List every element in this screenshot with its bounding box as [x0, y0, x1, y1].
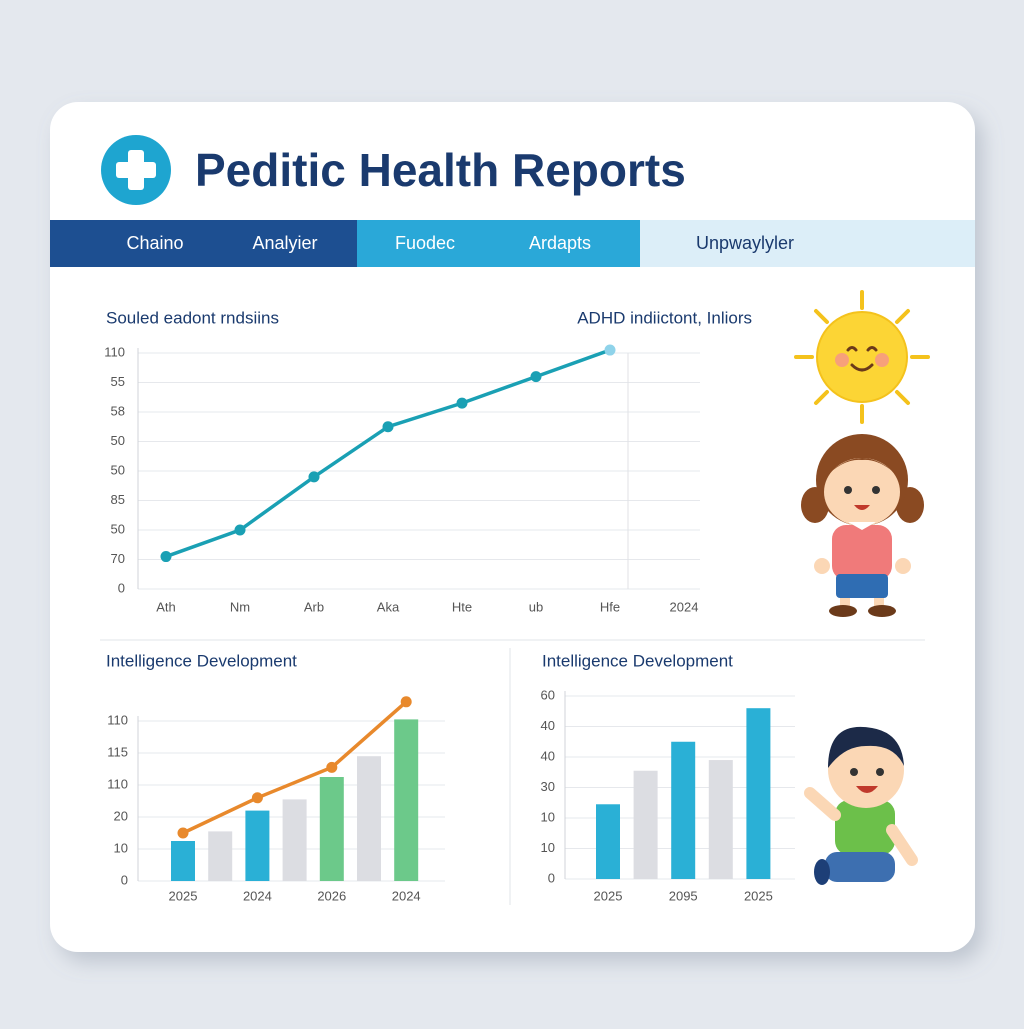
bar: [208, 831, 233, 881]
y-tick-label: 50: [111, 462, 125, 477]
point: [530, 371, 542, 383]
chart-title: Intelligence Development: [106, 651, 297, 670]
y-tick-label: 58: [111, 403, 125, 418]
point: [177, 827, 189, 839]
nav-segment: [50, 220, 357, 267]
bar: [319, 777, 344, 881]
point: [400, 696, 412, 708]
bar: [282, 799, 307, 881]
point: [234, 524, 246, 536]
x-tick-label: ub: [529, 599, 543, 614]
nav-segment: [357, 220, 640, 267]
point: [160, 551, 172, 563]
point: [382, 421, 394, 433]
bar: [746, 708, 771, 879]
y-tick-label: 10: [541, 840, 555, 855]
girl-illustration: [801, 434, 924, 617]
y-tick-label: 85: [111, 492, 125, 507]
y-tick-label: 0: [548, 870, 555, 885]
y-tick-label: 50: [111, 521, 125, 536]
x-tick-label: Ath: [156, 599, 176, 614]
y-tick-label: 50: [111, 433, 125, 448]
point: [251, 792, 263, 804]
x-tick-label: 2024: [392, 888, 421, 903]
chart-title: Souled eadont rndsiins: [106, 308, 279, 327]
y-tick-label: 10: [541, 809, 555, 824]
nav-segment: [640, 220, 975, 267]
y-tick-label: 60: [541, 687, 555, 702]
bar: [708, 760, 733, 879]
card: [50, 102, 975, 952]
x-tick-label: 2025: [744, 888, 773, 903]
point: [456, 397, 468, 409]
x-tick-label: 2024: [670, 599, 699, 614]
y-tick-label: 20: [114, 808, 128, 823]
bar: [633, 770, 658, 879]
x-tick-label: Hte: [452, 599, 472, 614]
y-tick-label: 55: [111, 374, 125, 389]
chart-subtitle: ADHD indiictont, Inliors: [577, 308, 752, 327]
bar: [596, 804, 620, 879]
bar: [394, 719, 419, 881]
y-tick-label: 110: [107, 712, 128, 727]
bar: [171, 841, 195, 881]
boy-illustration: [804, 726, 918, 885]
x-tick-label: Aka: [377, 599, 400, 614]
nav-tab[interactable]: Chaino: [126, 233, 183, 253]
y-tick-label: 30: [541, 779, 555, 794]
sun-illustration: [794, 290, 930, 424]
x-tick-label: 2025: [594, 888, 623, 903]
x-tick-label: 2025: [169, 888, 198, 903]
x-tick-label: Nm: [230, 599, 250, 614]
x-tick-label: Arb: [304, 599, 324, 614]
chart-title: Intelligence Development: [542, 651, 733, 670]
bar: [671, 741, 696, 879]
y-tick-label: 70: [111, 551, 125, 566]
x-tick-label: Hfe: [600, 599, 620, 614]
point: [604, 344, 616, 356]
nav-tab[interactable]: Analyier: [252, 233, 317, 253]
x-tick-label: 2026: [317, 888, 346, 903]
page-title: Peditic Health Reports: [195, 144, 686, 196]
x-tick-label: 2024: [243, 888, 272, 903]
y-tick-label: 0: [118, 580, 125, 595]
y-tick-label: 110: [104, 344, 125, 359]
line: [182, 700, 408, 835]
nav-tab[interactable]: Fuodec: [395, 233, 455, 253]
y-tick-label: 115: [107, 744, 128, 759]
nav-tab[interactable]: Ardapts: [529, 233, 591, 253]
y-tick-label: 10: [114, 840, 128, 855]
logo-plus: [116, 162, 156, 178]
point: [326, 761, 338, 773]
y-tick-label: 40: [541, 748, 555, 763]
y-tick-label: 40: [541, 718, 555, 733]
y-tick-label: 110: [107, 776, 128, 791]
bar: [245, 810, 270, 881]
y-tick-label: 0: [121, 872, 128, 887]
bar: [357, 756, 381, 881]
point: [308, 471, 320, 483]
nav-tab[interactable]: Unpwaylyler: [696, 233, 794, 253]
x-tick-label: 2095: [669, 888, 698, 903]
